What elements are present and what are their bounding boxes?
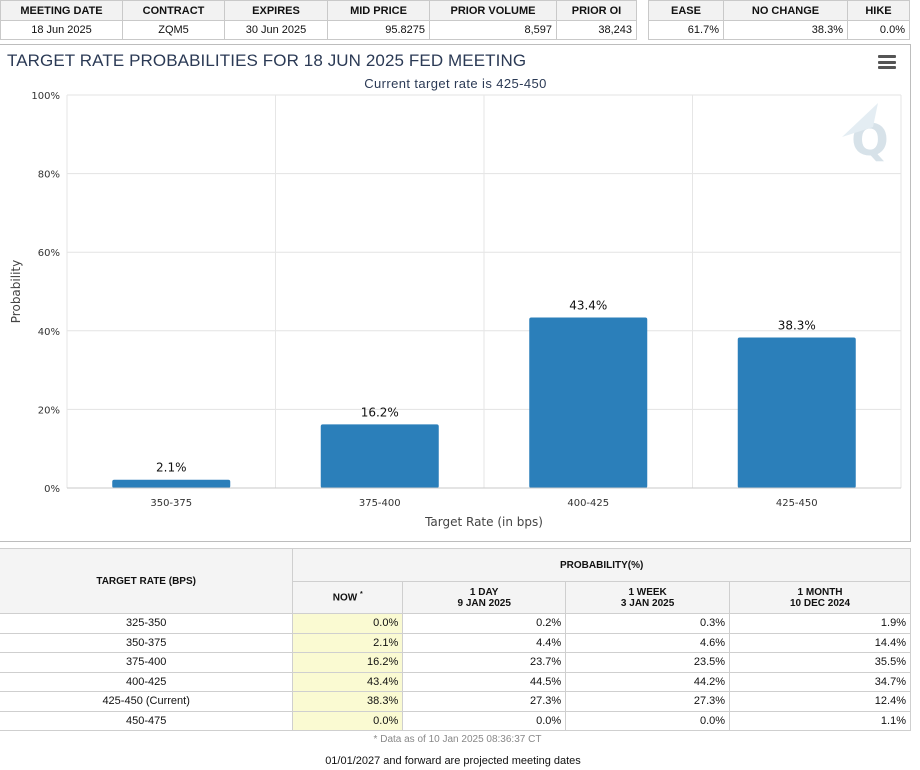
- target-rate-header: TARGET RATE (BPS): [0, 548, 294, 614]
- prob-day-cell: 44.5%: [402, 671, 567, 692]
- prob-week-cell: 27.3%: [565, 691, 731, 712]
- x-tick-label: 375-400: [359, 498, 401, 509]
- target-rate-cell: 425-450 (Current): [0, 691, 294, 712]
- chart-subtitle: Current target rate is 425-450: [364, 76, 547, 91]
- mid-price-value: 95.8275: [327, 20, 430, 40]
- bar-data-label: 16.2%: [361, 405, 399, 419]
- prob-week-cell: 44.2%: [565, 671, 731, 692]
- ease-value: 61.7%: [648, 20, 724, 40]
- data-timestamp-note: * Data as of 10 Jan 2025 08:36:37 CT: [373, 734, 542, 745]
- bar: [737, 337, 856, 488]
- target-rate-cell: 400-425: [0, 671, 294, 692]
- y-tick-label: 40%: [38, 327, 60, 338]
- prob-week-cell: 23.5%: [565, 652, 731, 673]
- bar: [529, 317, 648, 488]
- prob-month-cell: 34.7%: [729, 671, 911, 692]
- x-tick-label: 350-375: [150, 498, 192, 509]
- x-axis-title: Target Rate (in bps): [424, 515, 543, 529]
- prob-week-cell: 0.0%: [565, 710, 731, 731]
- prob-month-cell: 14.4%: [729, 632, 911, 653]
- header-contract: CONTRACT: [122, 0, 225, 21]
- col-1day-header: 1 DAY 9 JAN 2025: [402, 581, 567, 614]
- header-expires: EXPIRES: [224, 0, 328, 21]
- header-mid-price: MID PRICE: [327, 0, 430, 21]
- target-rate-cell: 375-400: [0, 652, 294, 673]
- table-row: 425-450 (Current) 38.3% 27.3% 27.3% 12.4%: [0, 691, 911, 712]
- quikstrike-logo-icon: Q: [842, 103, 889, 166]
- outlook-table: EASE NO CHANGE HIKE 61.7% 38.3% 0.0%: [648, 0, 910, 40]
- no-change-value: 38.3%: [723, 20, 848, 40]
- chart-panel: 0% 20% 40% 60% 80% 100% 2.1% 350-375 16.2% 375-40…: [0, 44, 911, 542]
- header-prior-volume: PRIOR VOLUME: [429, 0, 557, 21]
- table-row: 350-375 2.1% 4.4% 4.6% 14.4%: [0, 632, 911, 653]
- prob-now-cell: 2.1%: [292, 632, 404, 653]
- col-now-header: NOW *: [292, 581, 404, 614]
- prob-day-cell: 0.2%: [402, 613, 567, 634]
- hike-value: 0.0%: [847, 20, 910, 40]
- header-hike: HIKE: [847, 0, 910, 21]
- prob-month-cell: 1.1%: [729, 710, 911, 731]
- y-tick-label: 80%: [38, 170, 60, 181]
- target-rate-cell: 350-375: [0, 632, 294, 653]
- prob-month-cell: 1.9%: [729, 613, 911, 634]
- prior-volume-value: 8,597: [429, 20, 557, 40]
- projection-footer-note: 01/01/2027 and forward are projected mee…: [325, 755, 581, 767]
- prob-now-cell: 0.0%: [292, 710, 404, 731]
- header-ease: EASE: [648, 0, 724, 21]
- col-1month-header: 1 MONTH 10 DEC 2024: [729, 581, 911, 614]
- target-rate-cell: 325-350: [0, 613, 294, 634]
- table-row: 450-475 0.0% 0.0% 0.0% 1.1%: [0, 710, 911, 731]
- table-row: 400-425 43.4% 44.5% 44.2% 34.7%: [0, 671, 911, 692]
- prob-week-cell: 4.6%: [565, 632, 731, 653]
- prior-oi-value: 38,243: [556, 20, 637, 40]
- prob-now-cell: 16.2%: [292, 652, 404, 673]
- header-meeting-date: MEETING DATE: [0, 0, 123, 21]
- prob-now-cell: 43.4%: [292, 671, 404, 692]
- prob-day-cell: 0.0%: [402, 710, 567, 731]
- prob-month-cell: 12.4%: [729, 691, 911, 712]
- hamburger-menu-icon[interactable]: [878, 55, 896, 69]
- meeting-summary-table: MEETING DATE CONTRACT EXPIRES MID PRICE …: [0, 0, 637, 40]
- x-tick-label: 425-450: [776, 498, 818, 509]
- table-row: 325-350 0.0% 0.2% 0.3% 1.9%: [0, 613, 911, 634]
- bar: [112, 479, 231, 488]
- y-tick-label: 100%: [31, 91, 60, 102]
- y-axis-title: Probability: [9, 260, 23, 323]
- chart-title: TARGET RATE PROBABILITIES FOR 18 JUN 202…: [7, 51, 527, 70]
- table-row: 375-400 16.2% 23.7% 23.5% 35.5%: [0, 652, 911, 673]
- probability-bar-chart: 0% 20% 40% 60% 80% 100% 2.1% 350-375 16.2% 375-40…: [9, 91, 902, 529]
- x-tick-label: 400-425: [567, 498, 609, 509]
- col-1week-header: 1 WEEK 3 JAN 2025: [565, 581, 731, 614]
- prob-day-cell: 4.4%: [402, 632, 567, 653]
- meeting-date-value: 18 Jun 2025: [0, 20, 123, 40]
- y-tick-label: 20%: [38, 405, 60, 416]
- y-tick-label: 0%: [44, 484, 60, 495]
- prob-now-cell: 0.0%: [292, 613, 404, 634]
- y-tick-label: 60%: [38, 248, 60, 259]
- prob-day-cell: 23.7%: [402, 652, 567, 673]
- probability-header: PROBABILITY(%): [292, 548, 911, 582]
- bar-data-label: 2.1%: [156, 461, 187, 475]
- bar-data-label: 38.3%: [778, 318, 816, 332]
- bar-data-label: 43.4%: [569, 298, 607, 312]
- bar: [320, 424, 439, 488]
- contract-value: ZQM5: [122, 20, 225, 40]
- prob-day-cell: 27.3%: [402, 691, 567, 712]
- prob-month-cell: 35.5%: [729, 652, 911, 673]
- header-prior-oi: PRIOR OI: [556, 0, 637, 21]
- probability-table: TARGET RATE (BPS) PROBABILITY(%) NOW * 1…: [0, 548, 911, 731]
- prob-week-cell: 0.3%: [565, 613, 731, 634]
- header-no-change: NO CHANGE: [723, 0, 848, 21]
- expires-value: 30 Jun 2025: [224, 20, 328, 40]
- target-rate-cell: 450-475: [0, 710, 294, 731]
- prob-now-cell: 38.3%: [292, 691, 404, 712]
